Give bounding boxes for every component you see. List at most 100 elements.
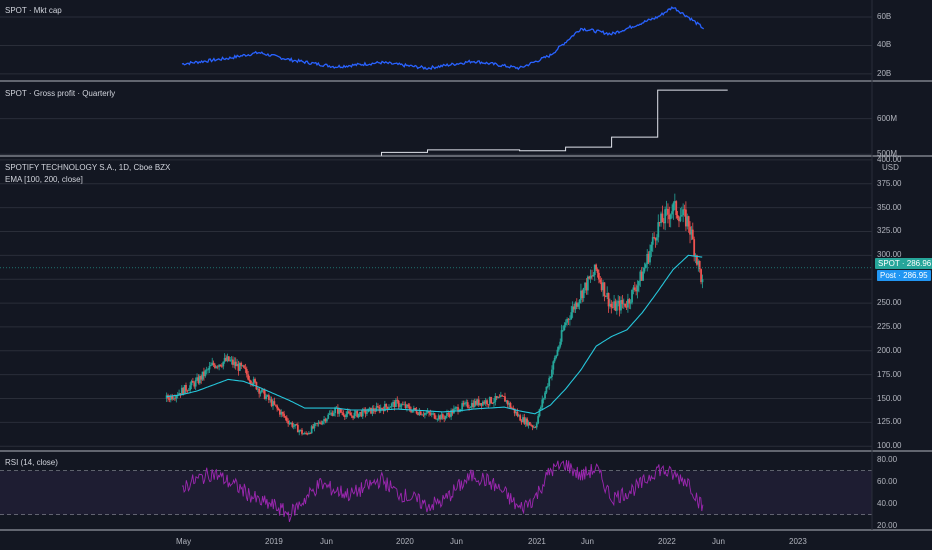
candle-body (475, 401, 477, 405)
candle-body (581, 290, 584, 299)
ema-line (166, 254, 703, 415)
candle-body (468, 407, 470, 409)
candle-body (665, 208, 668, 210)
candle-body (218, 364, 221, 367)
candle-body (325, 418, 328, 422)
candle-body (290, 422, 292, 424)
candle-body (458, 411, 461, 412)
candle-body (328, 413, 331, 415)
candle-body (538, 409, 541, 417)
candle-body (506, 400, 509, 405)
candle-body (682, 209, 685, 216)
candle-body (338, 409, 341, 414)
candle-body (470, 402, 473, 408)
candle-body (296, 425, 299, 433)
candle-body (448, 414, 451, 417)
candle-body (364, 409, 367, 414)
candle-body (254, 379, 256, 383)
candle-body (319, 422, 321, 424)
candle-body (564, 322, 567, 326)
candle-body (632, 287, 635, 290)
candle-body (647, 254, 650, 263)
candle-body (278, 409, 281, 415)
candle-body (615, 303, 618, 311)
candle-body (465, 402, 468, 404)
grid-layer (0, 16, 872, 447)
price-axis-tick: 150.00 (877, 393, 902, 403)
candle-body (571, 306, 574, 313)
rsi-band-fill (0, 470, 872, 515)
candle-body (526, 418, 528, 426)
candle-body (341, 412, 343, 414)
candle-body (175, 395, 178, 399)
rsi-axis-tick: 40.00 (877, 498, 898, 508)
rsi-axis-tick: 20.00 (877, 520, 898, 530)
candle-body (263, 390, 266, 400)
candle-body (595, 264, 598, 270)
candle-body (321, 421, 324, 425)
candle-body (520, 420, 523, 423)
candle-body (408, 406, 411, 410)
rsi-legend[interactable]: RSI (14, close) (5, 458, 58, 467)
candle-body (640, 271, 643, 281)
candle-body (527, 422, 530, 426)
price-axis-tick: 175.00 (877, 369, 902, 379)
candle-body (220, 365, 223, 367)
rsi-axis-tick: 60.00 (877, 476, 898, 486)
candle-body (243, 365, 245, 368)
candle-body (593, 264, 596, 275)
price-legend-title[interactable]: SPOTIFY TECHNOLOGY S.A., 1D, Cboe BZX (5, 163, 171, 172)
candle-body (421, 414, 424, 416)
candle-body (204, 370, 207, 377)
candle-body (381, 407, 383, 409)
candle-body (301, 429, 303, 434)
candle-body (261, 389, 263, 393)
candle-body (211, 362, 214, 366)
candle-body (169, 395, 172, 400)
candle-body (700, 269, 702, 283)
candle-body (292, 426, 295, 427)
candle-body (443, 417, 446, 419)
candle-body (675, 201, 678, 216)
candle-body (646, 254, 649, 265)
candle-body (249, 380, 252, 384)
candle-body (330, 412, 332, 414)
candle-body (432, 413, 435, 415)
gross-profit-legend[interactable]: SPOT · Gross profit · Quarterly (5, 89, 116, 98)
candle-body (180, 387, 183, 395)
candle-body (679, 216, 682, 222)
candle-body (488, 397, 491, 405)
mktcap-legend[interactable]: SPOT · Mkt cap (5, 6, 62, 15)
candle-body (484, 400, 487, 404)
candle-body (473, 401, 476, 408)
candle-body (259, 392, 262, 394)
candle-body (269, 399, 272, 401)
candle-body (477, 399, 480, 406)
gross-profit-axis-tick: 500M (877, 149, 898, 159)
candle-body (573, 306, 575, 310)
candle-body (357, 413, 360, 418)
candle-body (168, 398, 171, 400)
candle-body (596, 269, 599, 273)
candle-body (240, 362, 243, 366)
candle-body (390, 403, 393, 407)
gross-profit-axis-tick: 600M (877, 113, 898, 123)
candle-body (661, 213, 664, 223)
candle-body (193, 382, 196, 387)
gross-profit-series (381, 89, 728, 156)
ema-legend[interactable]: EMA [100, 200, close] (5, 175, 83, 184)
candle-body (662, 222, 665, 224)
candle-body (439, 415, 441, 420)
candle-body (451, 410, 454, 414)
candle-body (563, 325, 566, 331)
candle-body (592, 274, 595, 277)
candle-body (454, 407, 457, 409)
candle-body (396, 399, 399, 401)
candle-body (433, 413, 436, 419)
candle-body (352, 415, 354, 419)
candle-body (288, 423, 291, 424)
candle-body (305, 433, 308, 434)
candle-body (457, 407, 459, 412)
candle-body (417, 413, 419, 415)
